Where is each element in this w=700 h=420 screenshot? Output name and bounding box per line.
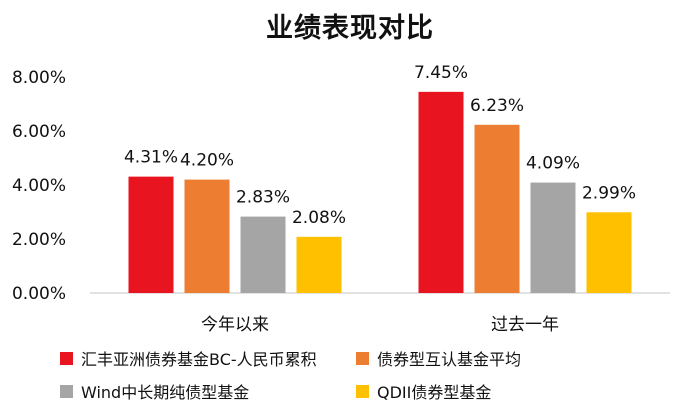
- bar: [184, 179, 230, 293]
- y-tick-label: 2.00%: [12, 230, 66, 250]
- legend-label: 债券型互认基金平均: [377, 350, 522, 369]
- bar: [418, 91, 464, 293]
- x-category-label: 今年以来: [201, 315, 269, 335]
- legend-swatch: [356, 384, 369, 398]
- chart-title: 业绩表现对比: [266, 13, 434, 44]
- legend-label: Wind中长期纯债型基金: [81, 383, 250, 402]
- data-label: 4.31%: [124, 148, 178, 168]
- bar: [240, 216, 286, 293]
- bar: [128, 176, 174, 293]
- legend-swatch: [60, 351, 73, 365]
- y-tick-label: 0.00%: [12, 284, 66, 304]
- bar: [474, 124, 520, 293]
- legend-item: 汇丰亚洲债券基金BC-人民币累积: [60, 346, 317, 370]
- legend-item: Wind中长期纯债型基金: [60, 379, 249, 403]
- data-label: 4.20%: [180, 151, 234, 171]
- bar: [586, 212, 632, 293]
- data-label: 2.83%: [236, 188, 290, 208]
- bar: [530, 182, 576, 293]
- data-label: 7.45%: [414, 63, 468, 83]
- data-label: 2.08%: [292, 208, 346, 228]
- legend-item: QDII债券型基金: [356, 379, 491, 403]
- data-label: 6.23%: [470, 96, 524, 116]
- y-tick-label: 4.00%: [12, 176, 66, 196]
- legend-label: QDII债券型基金: [377, 383, 492, 402]
- y-tick-label: 6.00%: [12, 122, 66, 142]
- legend-label: 汇丰亚洲债券基金BC-人民币累积: [81, 350, 317, 369]
- legend-item: 债券型互认基金平均: [356, 346, 521, 370]
- legend-swatch: [60, 384, 73, 398]
- x-category-label: 过去一年: [491, 315, 559, 335]
- data-label: 2.99%: [582, 183, 636, 203]
- y-tick-label: 8.00%: [12, 68, 66, 88]
- legend-swatch: [356, 351, 369, 365]
- bar: [296, 236, 342, 293]
- data-label: 4.09%: [526, 154, 580, 174]
